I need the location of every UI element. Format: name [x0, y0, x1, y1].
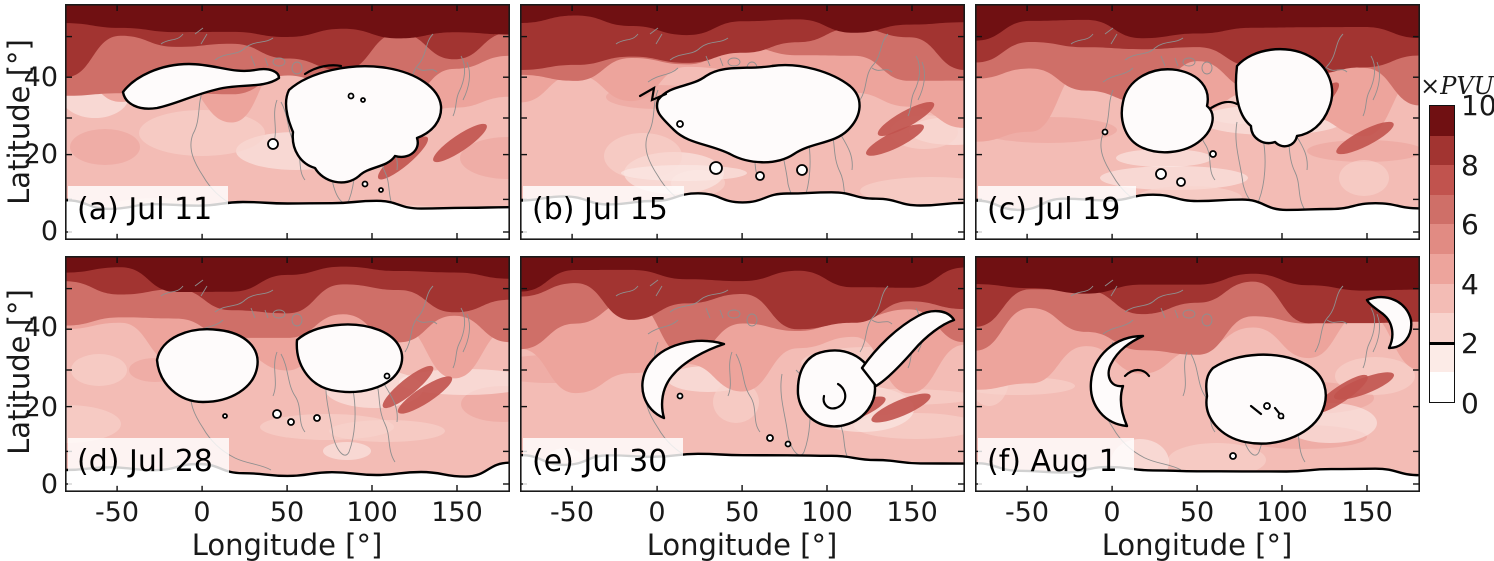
colorbar-segment: [1430, 194, 1454, 225]
colorbar-segment: [1430, 313, 1454, 343]
y-axis-title-row2: Latitude [°]: [2, 289, 36, 455]
y-tick-label: 0: [40, 469, 58, 500]
panel-label-e: (e) Jul 30: [523, 437, 684, 486]
x-axis-title-col3: Longitude [°]: [1101, 528, 1293, 561]
x-tick-label: 50: [1179, 497, 1215, 528]
panel-e: (e) Jul 30: [520, 256, 965, 492]
y-tick-label: 0: [40, 216, 58, 247]
x-tick-label: 0: [648, 497, 666, 528]
colorbar-segment: [1430, 283, 1454, 314]
colorbar-tick-label: 4: [1461, 268, 1479, 301]
colorbar: [1429, 105, 1455, 403]
colorbar-tick-label: 0: [1461, 387, 1479, 420]
x-tick-label: 100: [801, 497, 853, 528]
colorbar-tick-label: 2: [1461, 327, 1479, 360]
panel-label-b: (b) Jul 15: [523, 185, 684, 234]
x-tick-label: 150: [431, 497, 483, 528]
x-tick-label: -50: [549, 497, 595, 528]
colorbar-segment: [1430, 106, 1454, 136]
panel-label-c: (c) Jul 19: [978, 185, 1137, 234]
panel-f: (f) Aug 1: [975, 256, 1420, 492]
x-tick-label: 150: [1341, 497, 1393, 528]
panel-a: (a) Jul 11: [65, 4, 510, 240]
x-axis-title-col2: Longitude [°]: [646, 528, 838, 561]
y-tick-label: 40: [23, 62, 58, 93]
x-tick-label: 50: [269, 497, 305, 528]
panel-c: (c) Jul 19: [975, 4, 1420, 240]
colorbar-segment: [1430, 165, 1454, 195]
x-axis-title-col1: Longitude [°]: [191, 528, 383, 561]
colorbar-segment: [1430, 372, 1454, 402]
pv-map-f: [975, 256, 1420, 492]
panel-label-d: (d) Jul 28: [68, 437, 229, 486]
colorbar-segment: [1430, 342, 1454, 373]
colorbar-segment: [1430, 254, 1454, 284]
x-tick-label: 100: [1256, 497, 1308, 528]
colorbar-title: ×PVU: [1420, 72, 1494, 100]
x-tick-label: 0: [1103, 497, 1121, 528]
colorbar-2pvu-marker: [1429, 341, 1455, 345]
x-tick-label: -50: [1004, 497, 1050, 528]
panel-label-a: (a) Jul 11: [68, 185, 229, 234]
x-tick-label: -50: [94, 497, 140, 528]
x-tick-label: 150: [886, 497, 938, 528]
y-tick-label: 20: [23, 392, 58, 423]
y-tick-label: 40: [23, 312, 58, 343]
panel-label-f: (f) Aug 1: [978, 437, 1134, 486]
colorbar-tick-label: 8: [1461, 149, 1479, 182]
colorbar-tick-label: 6: [1461, 208, 1479, 241]
colorbar-tick-label: 10: [1461, 89, 1494, 122]
pv-map-a: [65, 4, 510, 240]
panel-d: (d) Jul 28: [65, 256, 510, 492]
y-tick-label: 20: [23, 139, 58, 170]
x-tick-label: 100: [346, 497, 398, 528]
panel-b: (b) Jul 15: [520, 4, 965, 240]
colorbar-segment: [1430, 135, 1454, 166]
x-tick-label: 0: [193, 497, 211, 528]
x-tick-label: 50: [724, 497, 760, 528]
colorbar-segment: [1430, 224, 1454, 254]
y-axis-title-row1: Latitude [°]: [2, 39, 36, 205]
